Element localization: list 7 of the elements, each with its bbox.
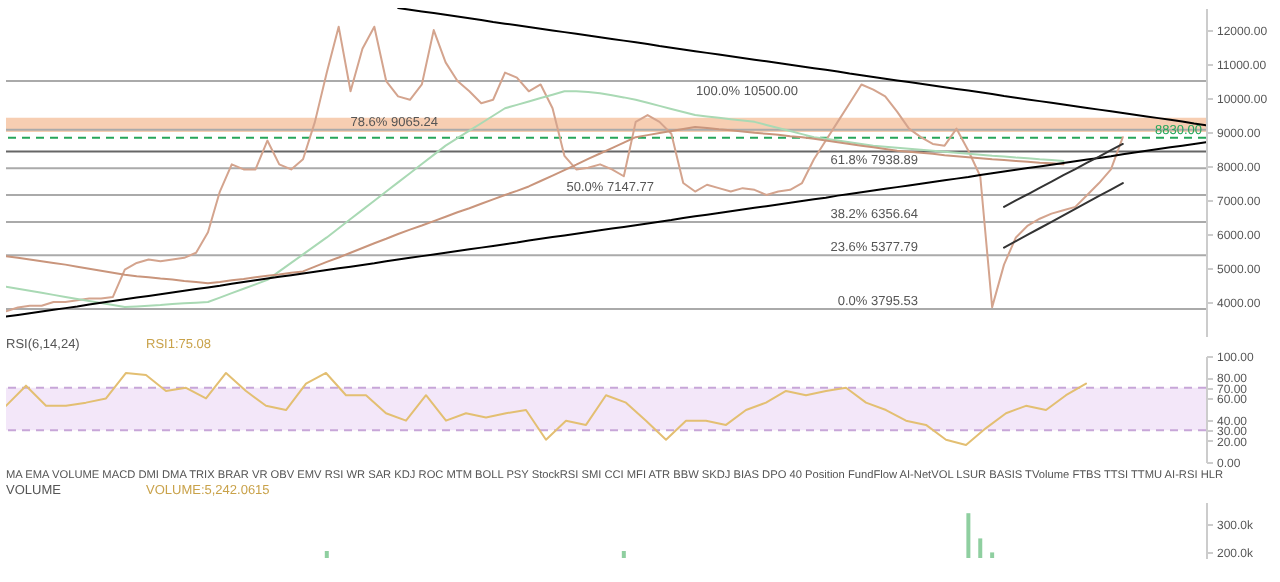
line-series (1003, 182, 1124, 249)
line-series (6, 125, 1065, 285)
line-series (6, 90, 1065, 309)
line-series (6, 141, 1206, 318)
line-series (1003, 142, 1124, 208)
line-series (6, 25, 1124, 313)
line-series (6, 371, 1087, 447)
